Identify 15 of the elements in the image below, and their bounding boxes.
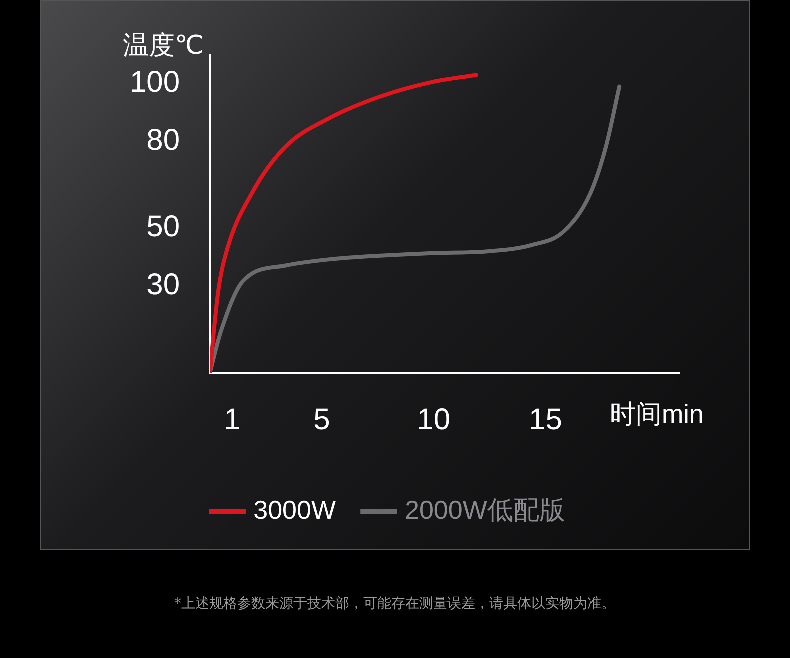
legend-label: 3000W [254,495,336,526]
legend-label: 2000W低配版 [405,495,566,526]
x-tick-label: 10 [417,403,451,436]
text: *上述规格参数来源于技术部，可能存在测量误差，请具体以实物为准。 [174,595,616,613]
y-tick-label: 80 [146,124,180,157]
y-tick-label: 100 [130,66,180,100]
y-axis-title: 温度℃ [122,30,204,60]
x-tick-label: 5 [314,403,330,436]
y-tick-label: 30 [146,268,180,302]
x-axis-title: 时间min [610,399,704,430]
x-tick-label: 15 [529,403,562,436]
x-tick-label: 1 [224,403,241,436]
line-series [210,73,478,373]
y-tick-label: 50 [146,210,180,244]
line-series [210,84,622,373]
